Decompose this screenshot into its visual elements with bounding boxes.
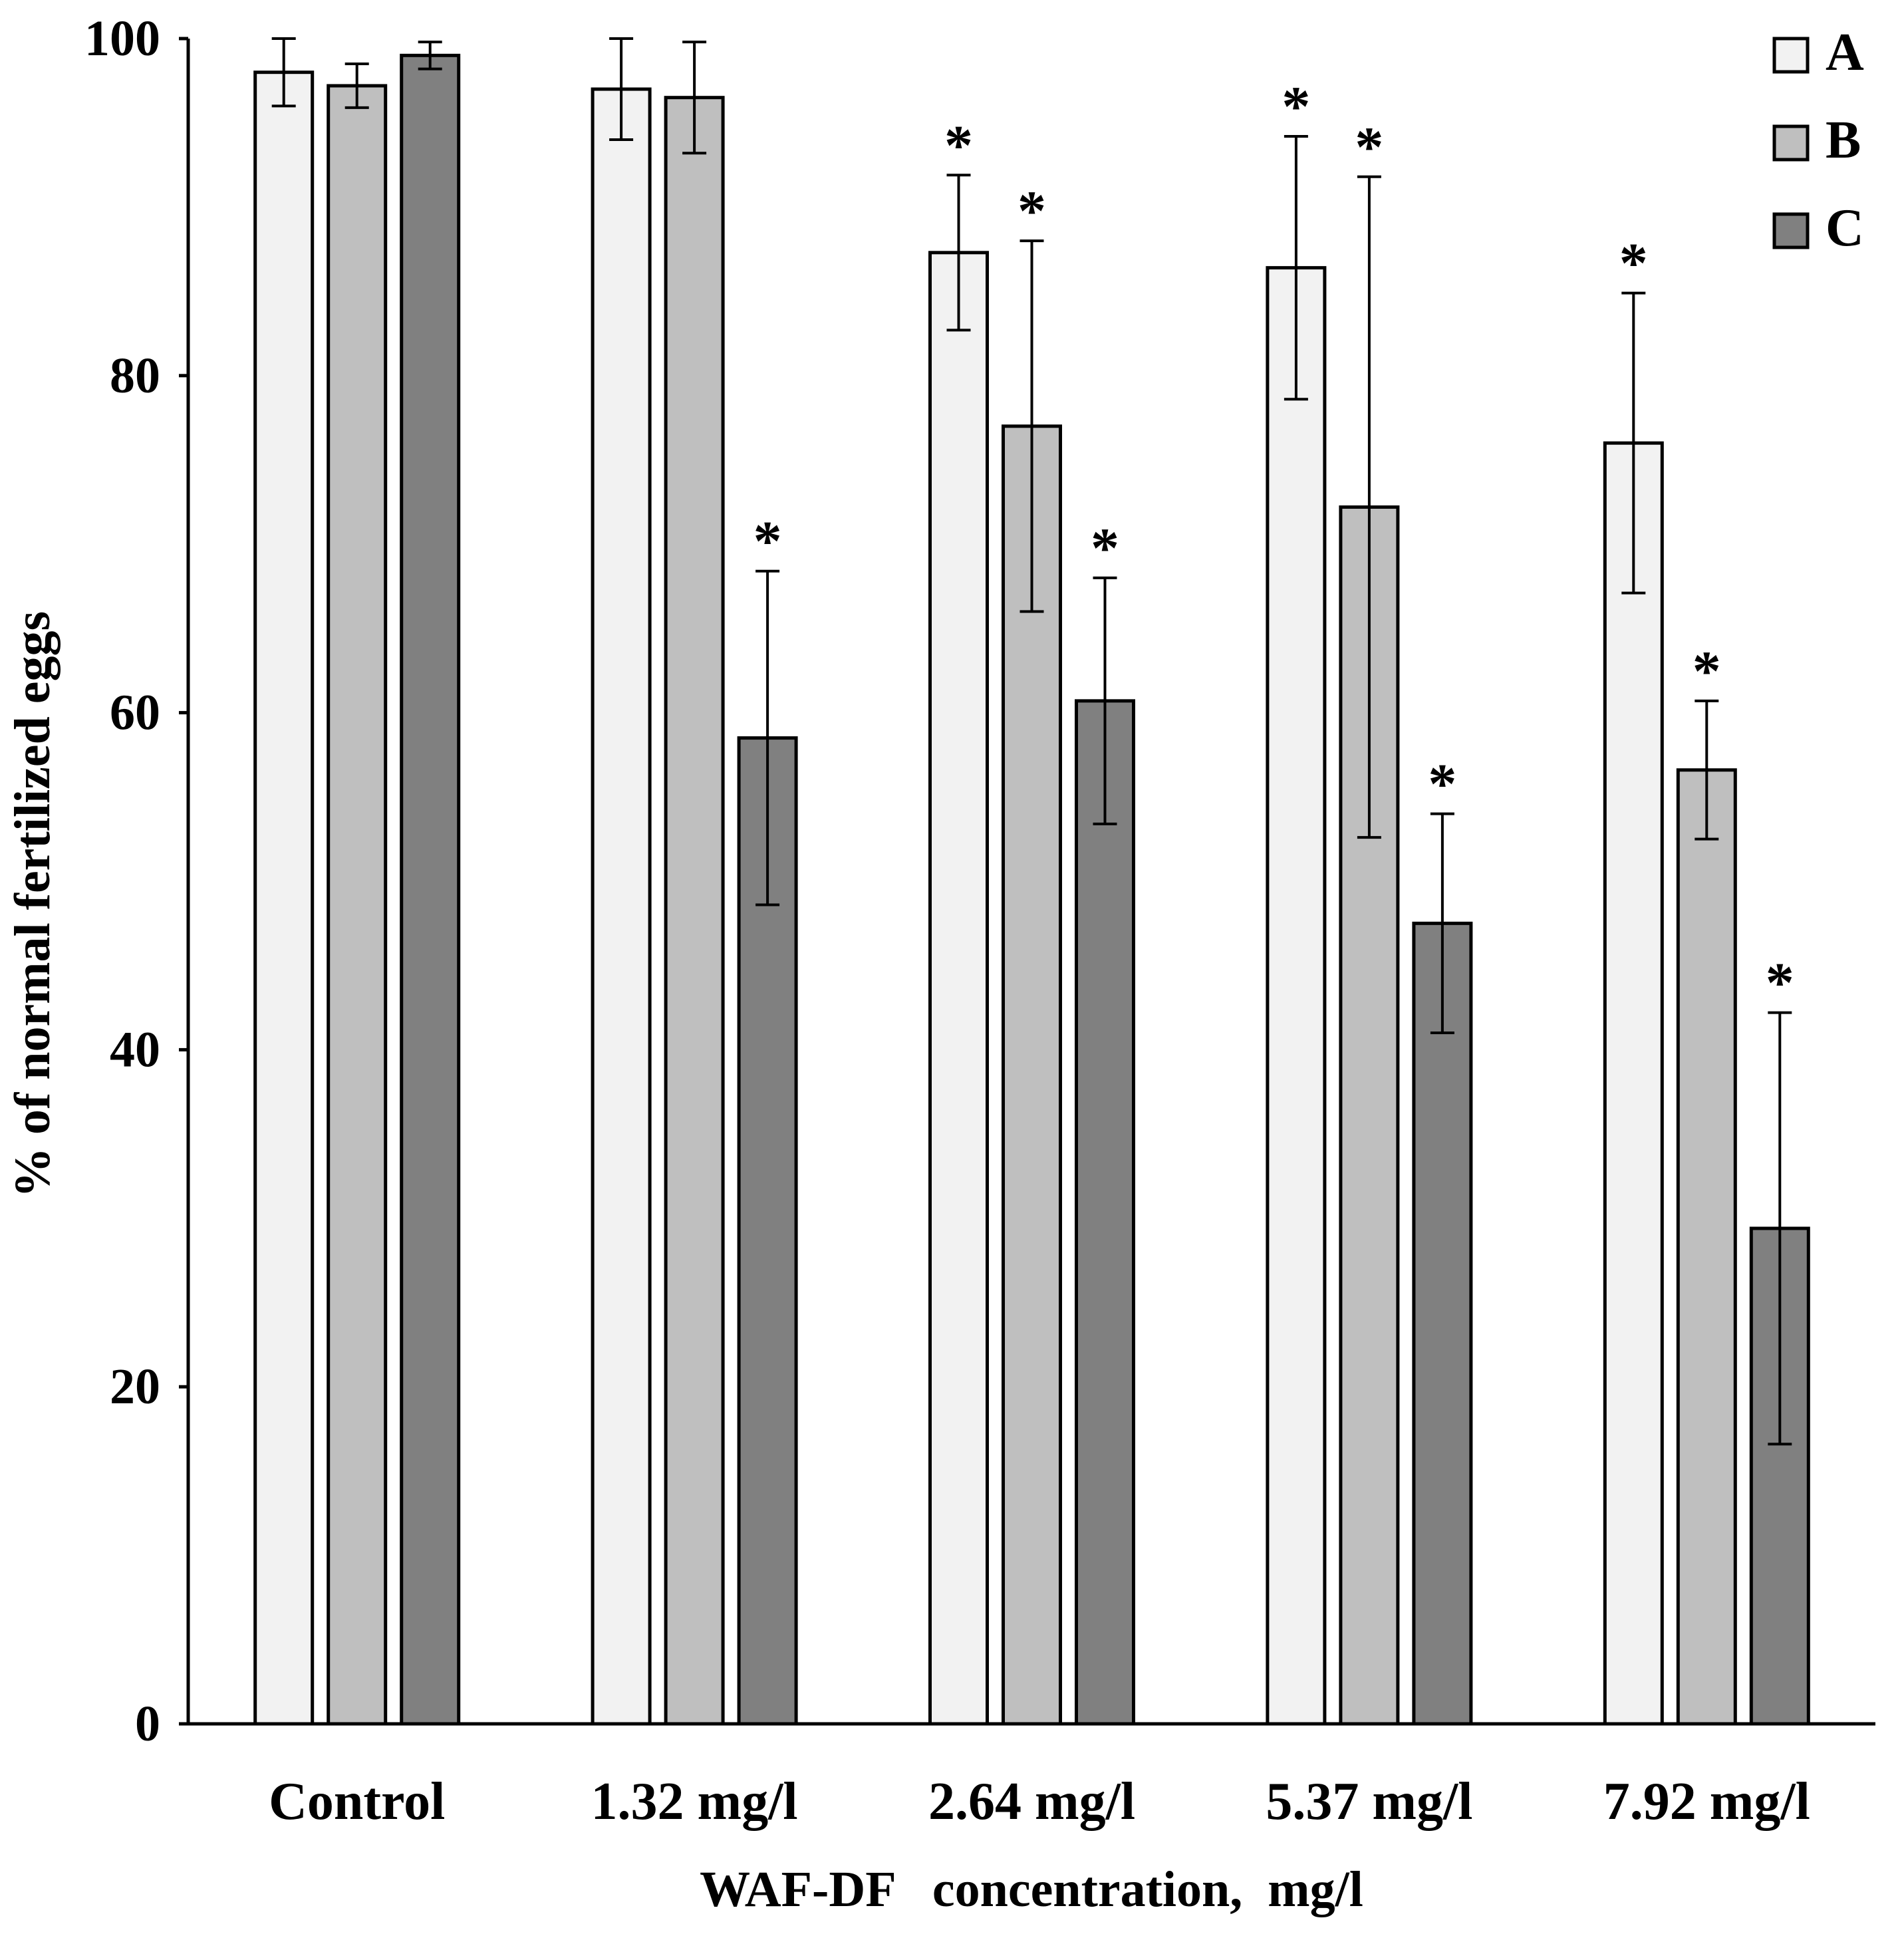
significance-marker: * — [1091, 516, 1119, 580]
y-tick-label: 20 — [110, 1359, 160, 1415]
legend-swatch-c — [1772, 212, 1810, 249]
bar-a — [591, 87, 652, 1726]
legend-swatch-a — [1772, 37, 1810, 74]
bar-a — [1266, 266, 1327, 1726]
bar-c — [400, 53, 461, 1726]
y-tick-label: 60 — [110, 685, 160, 741]
y-tick-label: 0 — [135, 1696, 160, 1752]
significance-marker: * — [753, 509, 782, 573]
significance-marker: * — [1282, 74, 1310, 138]
y-axis-title: % of normal fertilized eggs — [5, 611, 61, 1198]
significance-markers-layer: * * * * * * * * * * — [753, 74, 1794, 1015]
significance-marker: * — [1693, 639, 1721, 703]
significance-marker: * — [1428, 752, 1456, 816]
y-ticks-layer: 0 20 40 60 80 100 — [84, 11, 188, 1752]
category-label: Control — [269, 1772, 445, 1831]
bar-b — [664, 96, 725, 1726]
legend-label-c: C — [1826, 199, 1864, 257]
y-tick-label: 80 — [110, 348, 160, 404]
bar-a — [1603, 441, 1664, 1726]
category-label: 2.64 mg/l — [928, 1772, 1135, 1831]
category-label: 1.32 mg/l — [591, 1772, 798, 1831]
y-tick-label: 40 — [110, 1022, 160, 1077]
bar-b — [1676, 768, 1737, 1726]
significance-marker: * — [1766, 951, 1794, 1015]
bar-b — [1002, 424, 1062, 1726]
category-labels-layer: Control 1.32 mg/l 2.64 mg/l 5.37 mg/l 7.92 m… — [269, 1772, 1810, 1831]
legend: ABC — [1772, 23, 1864, 257]
category-label: 5.37 mg/l — [1266, 1772, 1472, 1831]
bar-a — [253, 70, 315, 1726]
legend-label-b: B — [1826, 111, 1861, 170]
axes-layer — [186, 39, 1875, 1726]
bar-c — [1412, 921, 1473, 1726]
legend-swatch-b — [1772, 124, 1810, 162]
y-tick-label: 100 — [84, 11, 160, 67]
legend-label-a: A — [1826, 23, 1864, 82]
significance-marker: * — [1355, 115, 1383, 179]
significance-marker: * — [944, 113, 973, 177]
bar-b — [327, 84, 388, 1726]
significance-marker: * — [1018, 179, 1046, 243]
significance-marker: * — [1619, 231, 1648, 295]
bar-c — [1075, 699, 1135, 1726]
category-label: 7.92 mg/l — [1603, 1772, 1810, 1831]
bar-a — [928, 251, 989, 1726]
x-axis-title: WAF-DF concentration, mg/l — [700, 1862, 1363, 1917]
error-bars-layer — [271, 37, 1792, 1446]
